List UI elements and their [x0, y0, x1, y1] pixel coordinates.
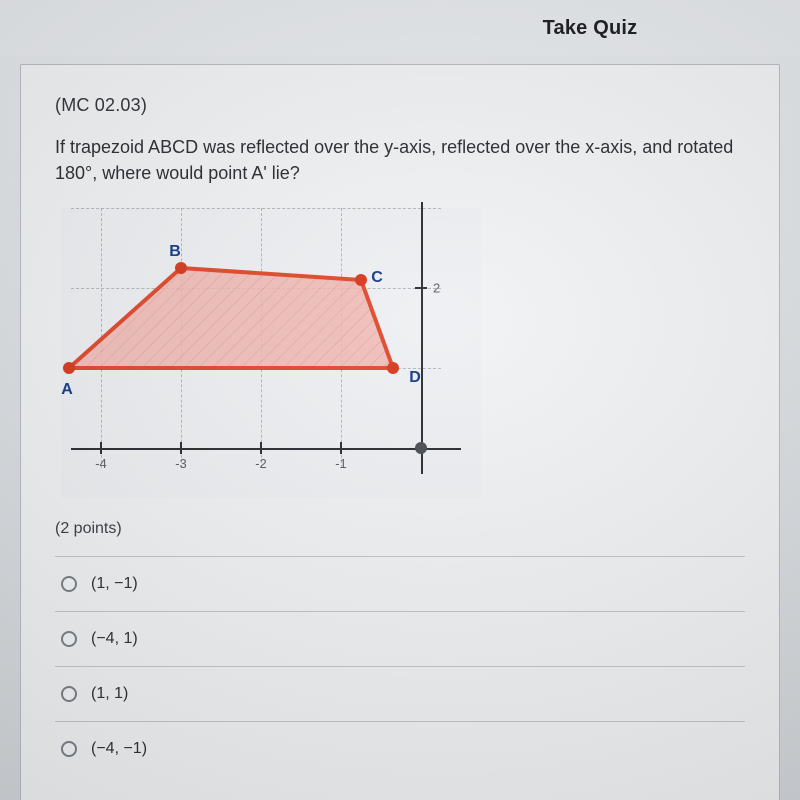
page: Take Quiz (MC 02.03) If trapezoid ABCD w…	[0, 0, 800, 800]
graph: -4 -3 -2 -1 2 A B C D	[61, 208, 481, 498]
tick-label: -3	[175, 456, 187, 471]
answer-options: (1, −1) (−4, 1) (1, 1) (−4, −1)	[55, 556, 745, 776]
vertex-label: A	[61, 381, 73, 399]
answer-option-label: (1, 1)	[91, 685, 128, 703]
answer-option[interactable]: (−4, 1)	[55, 611, 745, 666]
y-axis	[421, 202, 423, 474]
tick-label: -1	[335, 456, 347, 471]
tick	[100, 442, 102, 454]
tick	[260, 442, 262, 454]
radio-input[interactable]	[61, 631, 77, 647]
radio-input[interactable]	[61, 576, 77, 592]
answer-option[interactable]: (1, 1)	[55, 666, 745, 721]
radio-input[interactable]	[61, 686, 77, 702]
tick	[180, 442, 182, 454]
trapezoid-svg	[61, 208, 481, 498]
x-axis	[71, 448, 461, 450]
question-code: (MC 02.03)	[55, 95, 745, 116]
vertex-label: D	[409, 369, 421, 387]
answer-option[interactable]: (1, −1)	[55, 556, 745, 611]
page-title: Take Quiz	[543, 17, 638, 40]
radio-input[interactable]	[61, 741, 77, 757]
answer-option-label: (−4, −1)	[91, 740, 147, 758]
question-text: If trapezoid ABCD was reflected over the…	[55, 134, 745, 186]
tick-label: -4	[95, 456, 107, 471]
tick-label: 2	[433, 281, 440, 296]
origin-dot	[415, 442, 427, 454]
header: Take Quiz	[0, 0, 800, 56]
vertex-label: B	[169, 243, 181, 261]
answer-option[interactable]: (−4, −1)	[55, 721, 745, 776]
tick-label: -2	[255, 456, 267, 471]
tick	[340, 442, 342, 454]
points-label: (2 points)	[55, 520, 745, 538]
vertex-label: C	[371, 269, 383, 287]
question-card: (MC 02.03) If trapezoid ABCD was reflect…	[20, 64, 780, 800]
answer-option-label: (1, −1)	[91, 575, 138, 593]
tick	[415, 287, 427, 289]
answer-option-label: (−4, 1)	[91, 630, 138, 648]
